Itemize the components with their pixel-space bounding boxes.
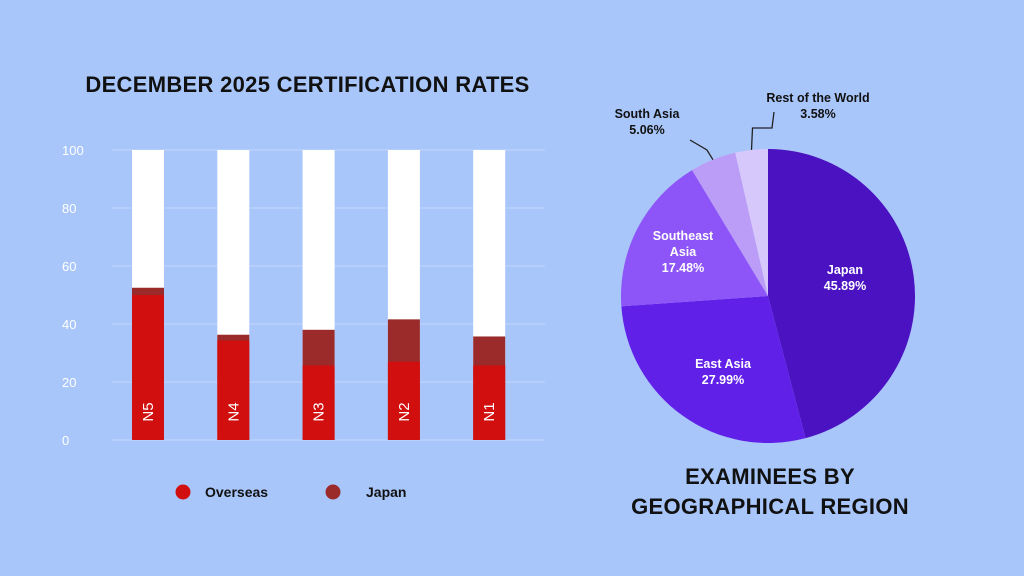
bar-overseas-N5: [132, 295, 164, 440]
y-tick-label: 20: [62, 375, 76, 390]
pie-label-south-asia-value: 5.06%: [629, 123, 664, 137]
pie-slice-rest-of-the-world: [735, 149, 768, 296]
y-tick-label: 0: [62, 433, 69, 448]
legend-marker-overseas: [175, 484, 191, 500]
pie-label-southeast-asia-name: Southeast: [653, 229, 714, 243]
pie-label-east-asia-value: 27.99%: [702, 373, 744, 387]
bar-overseas-N3: [302, 365, 335, 440]
pie-label-southeast-asia-name: Asia: [670, 245, 697, 259]
y-tick-label: 60: [62, 259, 76, 274]
category-label-N1: N1: [481, 402, 498, 421]
pie-label-japan-name: Japan: [827, 263, 863, 277]
category-label-N3: N3: [311, 402, 328, 421]
certification-rate-bar-chart: 0 20 40 60 80 100 N5 N4 N3 N2 N1 Overseas Japan: [62, 143, 545, 500]
y-tick-label: 100: [62, 143, 84, 158]
category-label-N2: N2: [396, 402, 413, 421]
category-label-N5: N5: [140, 402, 157, 421]
pie-label-east-asia-name: East Asia: [695, 357, 752, 371]
bar-overseas-N2: [387, 361, 420, 440]
pie-slice-japan: [768, 149, 915, 439]
pie-label-south-asia-name: South Asia: [615, 107, 681, 121]
pie-label-rest-of-the-world-value: 3.58%: [800, 107, 835, 121]
bar-overseas-N4: [217, 340, 250, 440]
pie-slice-east-asia: [621, 296, 806, 444]
y-tick-label: 40: [62, 317, 76, 332]
pie-chart-title-line1: EXAMINEES BY: [685, 464, 855, 489]
pie-label-japan-value: 45.89%: [824, 279, 866, 293]
y-tick-label: 80: [62, 201, 76, 216]
pie-slice-south-asia: [692, 152, 768, 296]
pie-chart-title-line2: GEOGRAPHICAL REGION: [631, 494, 909, 519]
legend-label-overseas: Overseas: [205, 484, 268, 500]
pie-label-southeast-asia-value: 17.48%: [662, 261, 704, 275]
pie-chart-title: EXAMINEES BY GEOGRAPHICAL REGION: [600, 462, 940, 522]
bar-overseas-N1: [473, 365, 506, 440]
legend-label-japan: Japan: [366, 484, 406, 500]
leader-line-rest-of-the-world: [750, 111, 775, 150]
pie-slice-southeast-asia: [621, 170, 768, 307]
category-label-N4: N4: [225, 402, 242, 421]
bar-chart-title: DECEMBER 2025 CERTIFICATION RATES: [85, 72, 530, 97]
leader-line-south-asia: [689, 139, 714, 161]
legend-marker-japan: [325, 484, 341, 500]
pie-label-rest-of-the-world-name: Rest of the World: [766, 91, 869, 105]
